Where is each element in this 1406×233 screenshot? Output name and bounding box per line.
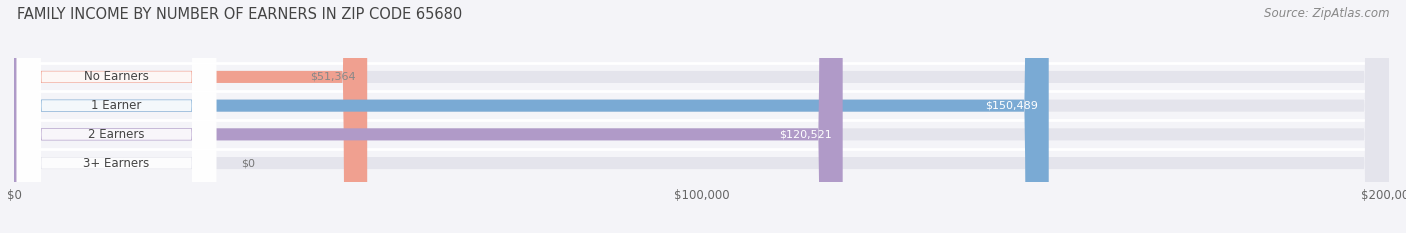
FancyBboxPatch shape	[17, 0, 217, 233]
Text: No Earners: No Earners	[84, 70, 149, 83]
FancyBboxPatch shape	[14, 0, 367, 233]
Text: $120,521: $120,521	[779, 129, 832, 139]
Text: 1 Earner: 1 Earner	[91, 99, 142, 112]
Text: $0: $0	[240, 158, 254, 168]
FancyBboxPatch shape	[14, 0, 1389, 233]
FancyBboxPatch shape	[14, 0, 1389, 233]
Text: 2 Earners: 2 Earners	[89, 128, 145, 141]
Text: FAMILY INCOME BY NUMBER OF EARNERS IN ZIP CODE 65680: FAMILY INCOME BY NUMBER OF EARNERS IN ZI…	[17, 7, 463, 22]
FancyBboxPatch shape	[14, 0, 842, 233]
Text: $150,489: $150,489	[984, 101, 1038, 111]
Text: $51,364: $51,364	[311, 72, 356, 82]
FancyBboxPatch shape	[14, 0, 1049, 233]
FancyBboxPatch shape	[17, 0, 217, 233]
FancyBboxPatch shape	[17, 0, 217, 233]
FancyBboxPatch shape	[14, 0, 1389, 233]
FancyBboxPatch shape	[14, 0, 1389, 233]
Text: 3+ Earners: 3+ Earners	[83, 157, 149, 170]
Text: Source: ZipAtlas.com: Source: ZipAtlas.com	[1264, 7, 1389, 20]
FancyBboxPatch shape	[17, 0, 217, 233]
